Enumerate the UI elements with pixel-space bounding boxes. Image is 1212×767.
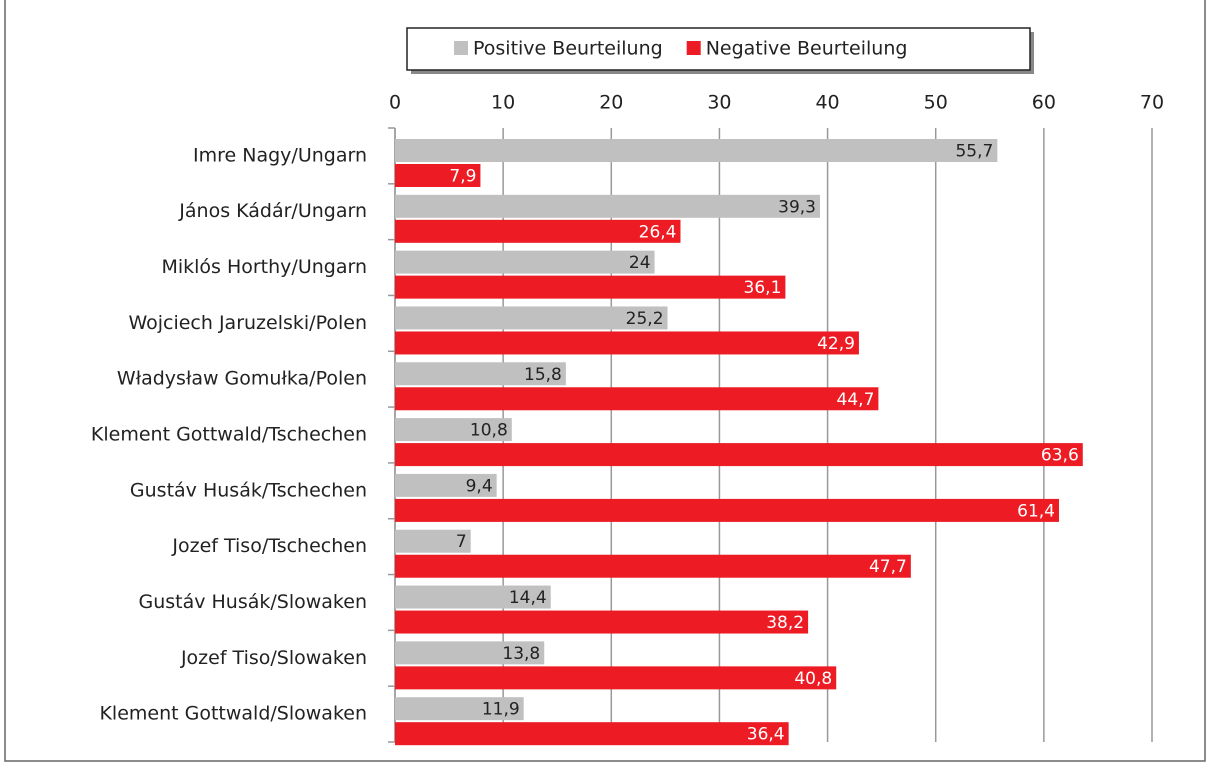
data-label: 7 <box>456 532 467 552</box>
data-label: 40,8 <box>794 669 832 689</box>
data-label: 9,4 <box>466 476 493 496</box>
data-label: 44,7 <box>837 390 875 410</box>
data-label: 63,6 <box>1041 446 1079 466</box>
y-tick-label: János Kádár/Ungarn <box>178 200 367 222</box>
y-tick-label: Imre Nagy/Ungarn <box>193 144 367 166</box>
data-label: 38,2 <box>766 613 804 633</box>
data-label: 11,9 <box>482 700 520 720</box>
data-label: 36,1 <box>744 278 782 298</box>
legend-label: Positive Beurteilung <box>473 38 663 60</box>
bar <box>395 418 512 442</box>
bar <box>395 666 837 690</box>
legend-swatch <box>686 41 701 55</box>
bar <box>395 585 551 609</box>
chart-frame <box>4 0 1206 762</box>
bar <box>395 697 524 721</box>
bar <box>395 610 809 634</box>
x-tick-label: 10 <box>491 92 515 114</box>
data-label: 15,8 <box>524 365 562 385</box>
bar <box>395 473 497 497</box>
data-label: 42,9 <box>817 334 855 354</box>
data-label: 61,4 <box>1017 501 1055 521</box>
bar <box>395 250 655 274</box>
data-label: 7,9 <box>449 167 476 187</box>
data-label: 10,8 <box>470 421 508 441</box>
legend-label: Negative Beurteilung <box>706 38 908 60</box>
data-label: 25,2 <box>626 309 664 329</box>
bar <box>395 722 789 746</box>
bar <box>395 194 821 218</box>
legend-box <box>406 27 1031 71</box>
bar <box>395 443 1083 467</box>
y-tick-label: Klement Gottwald/Tschechen <box>91 424 367 446</box>
data-label: 13,8 <box>502 644 540 664</box>
data-label: 24 <box>629 253 651 273</box>
y-tick-label: Miklós Horthy/Ungarn <box>161 256 367 278</box>
data-label: 14,4 <box>509 588 547 608</box>
bar <box>395 641 545 665</box>
y-tick-label: Jozef Tiso/Slowaken <box>180 647 367 669</box>
bar <box>395 529 471 553</box>
y-tick-label: Gustáv Husák/Tschechen <box>130 479 367 501</box>
bar <box>395 331 859 355</box>
bar <box>395 498 1059 522</box>
bar <box>395 362 566 386</box>
x-tick-label: 20 <box>599 92 623 114</box>
legend-swatch <box>454 41 468 55</box>
bar <box>395 554 911 578</box>
bar <box>395 387 879 411</box>
data-label: 47,7 <box>869 557 907 577</box>
y-tick-label: Klement Gottwald/Slowaken <box>99 703 367 725</box>
bar <box>395 219 681 243</box>
x-tick-label: 0 <box>389 92 401 114</box>
y-tick-label: Władysław Gomułka/Polen <box>117 368 367 390</box>
x-tick-label: 50 <box>924 92 948 114</box>
x-tick-label: 40 <box>815 92 839 114</box>
data-label: 36,4 <box>747 725 785 745</box>
y-tick-label: Jozef Tiso/Tschechen <box>171 535 367 557</box>
y-tick-label: Gustáv Husák/Slowaken <box>138 591 367 613</box>
x-tick-label: 70 <box>1140 92 1164 114</box>
bar <box>395 139 998 162</box>
data-label: 26,4 <box>639 222 677 242</box>
bar <box>395 275 786 299</box>
bar <box>395 306 668 330</box>
bar <box>395 164 481 187</box>
data-label: 55,7 <box>955 142 993 162</box>
x-tick-label: 60 <box>1032 92 1056 114</box>
x-tick-label: 30 <box>707 92 731 114</box>
y-tick-label: Wojciech Jaruzelski/Polen <box>128 312 367 334</box>
data-label: 39,3 <box>778 197 816 217</box>
